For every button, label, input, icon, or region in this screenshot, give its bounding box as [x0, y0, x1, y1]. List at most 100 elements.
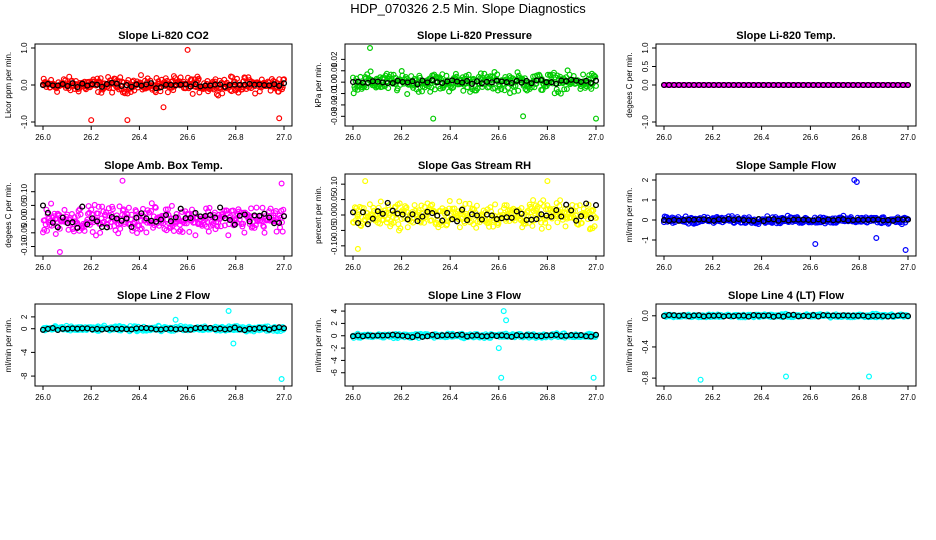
reference-point	[177, 205, 184, 212]
data-point	[398, 67, 405, 74]
data-point	[466, 200, 473, 207]
y-tick-label: 0.0	[641, 79, 650, 91]
x-tick-label: 26.0	[35, 393, 51, 402]
data-point	[116, 203, 123, 210]
reference-point	[587, 79, 595, 87]
data-point	[519, 224, 526, 231]
reference-point	[592, 202, 600, 209]
reference-point	[123, 215, 130, 222]
x-tick-label: 26.0	[656, 393, 672, 402]
data-point	[418, 202, 425, 209]
reference-point	[755, 216, 762, 223]
data-point	[97, 75, 104, 82]
x-tick-label: 26.4	[132, 263, 148, 272]
x-tick-label: 26.6	[803, 263, 819, 272]
data-point	[162, 206, 169, 213]
data-point	[494, 71, 501, 78]
reference-point	[429, 210, 436, 217]
reference-point	[187, 83, 194, 90]
reference-point	[79, 203, 86, 210]
data-point	[117, 225, 124, 232]
outlier-point	[495, 345, 502, 352]
data-point	[355, 216, 362, 223]
data-point	[415, 207, 422, 214]
reference-point	[54, 224, 61, 231]
reference-point	[280, 80, 288, 87]
reference-point	[468, 80, 476, 87]
data-point	[557, 197, 564, 204]
data-point	[124, 211, 131, 218]
reference-point	[538, 76, 545, 84]
reference-point	[167, 218, 174, 225]
y-tick-label: 2	[20, 314, 29, 319]
data-point	[503, 202, 510, 209]
data-point	[488, 208, 495, 215]
data-point	[61, 206, 68, 213]
x-tick-label: 26.2	[83, 263, 99, 272]
y-axis-label: degees C per min.	[4, 182, 13, 247]
reference-point	[133, 214, 140, 221]
x-tick-label: 27.0	[900, 393, 916, 402]
data-point	[234, 75, 241, 82]
data-point	[186, 228, 193, 235]
data-point	[241, 74, 248, 81]
x-tick-label: 26.2	[705, 393, 721, 402]
reference-point	[508, 214, 515, 221]
data-point	[72, 218, 79, 225]
y-tick-label: 2	[641, 177, 650, 182]
x-tick-label: 26.4	[754, 393, 770, 402]
y-tick-label: 0.10	[330, 176, 339, 192]
plot-frame	[655, 173, 917, 257]
data-point	[456, 198, 463, 205]
outlier-point	[124, 117, 131, 124]
x-tick-label: 26.2	[394, 133, 410, 142]
y-tick-label: 0.10	[20, 183, 29, 199]
data-point	[121, 90, 128, 97]
reference-point	[266, 214, 273, 221]
data-point	[429, 201, 436, 208]
y-axis-label: ml/min per min.	[4, 318, 13, 373]
x-tick-label: 26.2	[394, 263, 410, 272]
data-point	[367, 68, 374, 75]
data-point	[131, 87, 138, 94]
x-tick-label: 26.6	[491, 133, 507, 142]
chart-panel-1: Slope Li-820 CO2 Licor ppm per min. -1.0 0.…	[4, 30, 293, 142]
reference-point	[44, 209, 51, 216]
chart-title: Slope Amb. Box Temp.	[104, 160, 223, 172]
data-point	[473, 224, 480, 231]
reference-point	[98, 83, 106, 90]
data-point	[177, 74, 184, 81]
x-tick-label: 26.6	[180, 263, 196, 272]
reference-point	[389, 207, 396, 214]
y-axis-label: Licor ppm per min.	[4, 52, 13, 118]
x-tick-label: 26.4	[754, 133, 770, 142]
data-point	[164, 206, 171, 213]
outlier-point	[544, 178, 551, 185]
data-point	[428, 217, 435, 224]
reference-point	[276, 82, 283, 89]
reference-point	[187, 214, 194, 222]
reference-point	[568, 207, 575, 214]
x-tick-label: 26.8	[228, 133, 244, 142]
reference-point	[84, 221, 91, 228]
data-point	[99, 203, 106, 210]
chart-panel-3: Slope Li-820 Temp. degees C per min. -1.0 0…	[625, 30, 917, 142]
data-point	[272, 208, 279, 215]
data-point	[487, 73, 494, 80]
y-tick-label: -1.0	[20, 115, 29, 129]
y-tick-label: 0	[641, 217, 650, 222]
chart-title: Slope Line 4 (LT) Flow	[728, 290, 844, 302]
y-tick-label: -0.4	[641, 340, 650, 354]
y-tick-label: 2	[330, 321, 339, 326]
data-point	[241, 229, 248, 236]
y-tick-label: -8	[20, 372, 29, 380]
reference-point	[508, 79, 515, 87]
x-tick-label: 26.4	[132, 133, 148, 142]
data-point	[179, 229, 186, 236]
outlier-point	[865, 373, 872, 380]
y-tick-label: 0.0	[20, 79, 29, 91]
x-tick-label: 26.8	[851, 133, 867, 142]
data-point	[113, 77, 120, 84]
data-point	[128, 211, 135, 218]
data-point	[242, 75, 249, 82]
